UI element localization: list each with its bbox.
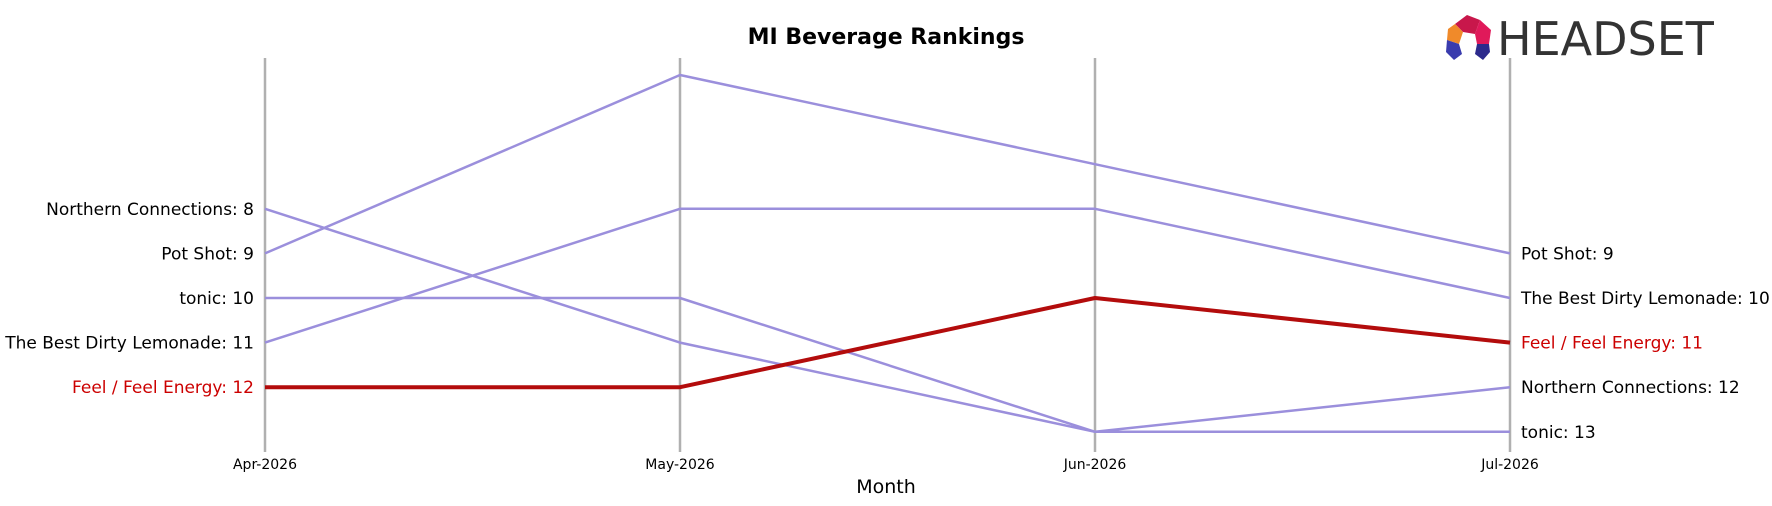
right-rank-labels: Pot Shot: 9 The Best Dirty Lemonade: 10 Fe… xyxy=(1520,244,1770,442)
chart-title: MI Beverage Rankings xyxy=(748,25,1025,50)
left-rank-label: tonic: 10 xyxy=(179,289,254,309)
right-rank-label: The Best Dirty Lemonade: 10 xyxy=(1520,289,1770,309)
right-rank-label: Pot Shot: 9 xyxy=(1521,244,1614,264)
headset-logo: HEADSET xyxy=(1446,12,1715,66)
right-rank-label: tonic: 13 xyxy=(1521,423,1596,443)
left-rank-labels: Northern Connections: 8 Pot Shot: 9 tonic:… xyxy=(4,200,254,398)
right-rank-label: Northern Connections: 12 xyxy=(1521,378,1740,398)
right-rank-label: Feel / Feel Energy: 11 xyxy=(1521,334,1703,354)
x-tick-label: Jun-2026 xyxy=(1063,457,1127,473)
left-rank-label: Pot Shot: 9 xyxy=(161,244,254,264)
x-axis-label: Month xyxy=(856,476,916,498)
series-line-feel-feel-energy xyxy=(265,296,1511,390)
x-tick-label: Jul-2026 xyxy=(1480,457,1539,473)
x-tick-label: Apr-2026 xyxy=(233,457,297,473)
series-line-northern-connections xyxy=(264,207,1511,434)
left-rank-label: The Best Dirty Lemonade: 11 xyxy=(4,334,254,354)
x-tick-labels: Apr-2026 May-2026 Jun-2026 Jul-2026 xyxy=(233,457,1539,473)
headset-logo-icon xyxy=(1446,15,1491,60)
logo-text: HEADSET xyxy=(1497,12,1715,66)
x-tick-label: May-2026 xyxy=(645,457,714,473)
month-gridlines xyxy=(263,58,1512,452)
left-rank-label: Feel / Feel Energy: 12 xyxy=(72,378,254,398)
series-line-pot-shot xyxy=(264,73,1511,255)
series-line-tonic xyxy=(265,296,1510,434)
series-lines xyxy=(264,73,1511,434)
left-rank-label: Northern Connections: 8 xyxy=(46,200,254,220)
series-line-the-best-dirty-lemonade xyxy=(264,207,1511,344)
